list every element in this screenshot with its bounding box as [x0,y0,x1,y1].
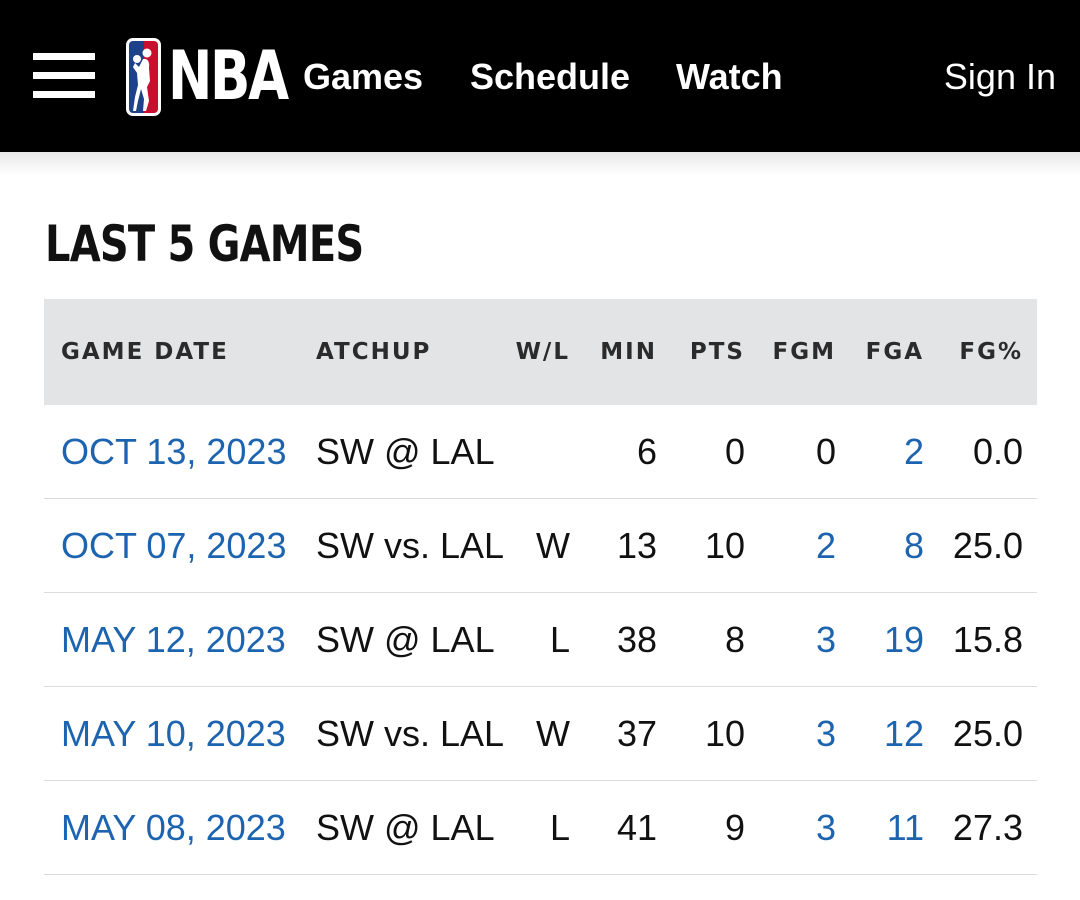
sign-in-link[interactable]: Sign In [943,56,1056,97]
nav-shadow [0,152,1080,176]
fga-link[interactable]: 11 [886,807,924,848]
wl-cell: W [536,525,570,566]
nba-wordmark: NBA [168,37,289,116]
nav-link-watch[interactable]: Watch [676,56,783,97]
fga-link[interactable]: 8 [903,525,924,566]
header-fg-pct[interactable]: FG% [959,339,1023,365]
min-cell: 41 [616,807,657,848]
fgm-link[interactable]: 3 [815,713,836,754]
game-date-link[interactable]: MAY 12, 2023 [61,619,286,660]
section-title: LAST 5 GAMES [45,215,364,273]
min-cell: 13 [616,525,657,566]
table-row: MAY 08, 2023 SW @ LAL L 41 9 3 11 27.3 [44,781,1037,875]
game-date-link[interactable]: MAY 10, 2023 [61,713,286,754]
matchup-cell: SW @ LAL [316,431,495,472]
matchup-cell: SW vs. LAL [316,713,505,754]
wl-cell [514,405,570,499]
fg-pct-cell: 25.0 [952,525,1023,566]
last-games-table: GAME DATE ATCHUP W/L MIN PTS FGM FGA FG%… [44,299,1037,875]
header-game-date[interactable]: GAME DATE [61,339,229,365]
nba-logo[interactable]: NBA [126,38,289,116]
min-cell: 37 [616,713,657,754]
header-fga[interactable]: FGA [865,339,924,365]
table-row: OCT 07, 2023 SW vs. LAL W 13 10 2 8 25.0 [44,499,1037,593]
pts-cell: 8 [724,619,745,660]
fgm-link[interactable]: 3 [815,807,836,848]
header-matchup[interactable]: ATCHUP [316,339,432,365]
min-cell: 6 [636,431,657,472]
header-min[interactable]: MIN [600,339,657,365]
fga-link[interactable]: 2 [903,431,924,472]
pts-cell: 10 [704,525,745,566]
menu-icon[interactable] [33,53,95,99]
wl-cell: L [549,807,570,848]
wl-cell: L [549,619,570,660]
fga-link[interactable]: 12 [883,713,924,754]
nav-link-schedule[interactable]: Schedule [470,56,631,97]
game-date-link[interactable]: OCT 13, 2023 [61,431,287,472]
pts-cell: 10 [704,713,745,754]
header-wl[interactable]: W/L [515,339,570,365]
table-row: MAY 10, 2023 SW vs. LAL W 37 10 3 12 25.… [44,687,1037,781]
fgm-cell: 0 [815,431,836,472]
pts-cell: 9 [724,807,745,848]
header-pts[interactable]: PTS [689,339,745,365]
min-cell: 38 [616,619,657,660]
fga-link[interactable]: 19 [883,619,924,660]
header-fgm[interactable]: FGM [772,339,836,365]
table-row: OCT 13, 2023 SW @ LAL 6 0 0 2 0.0 [44,405,1037,499]
pts-cell: 0 [724,431,745,472]
wl-cell: W [536,713,570,754]
matchup-cell: SW vs. LAL [316,525,505,566]
table-row: MAY 12, 2023 SW @ LAL L 38 8 3 19 15.8 [44,593,1037,687]
fg-pct-cell: 15.8 [952,619,1023,660]
nba-logoman-icon [126,38,161,116]
table-header: GAME DATE ATCHUP W/L MIN PTS FGM FGA FG% [44,299,1037,405]
matchup-cell: SW @ LAL [316,619,495,660]
matchup-cell: SW @ LAL [316,807,495,848]
fgm-link[interactable]: 3 [815,619,836,660]
top-nav: NBA Games Schedule Watch Sign In [0,0,1080,152]
fg-pct-cell: 27.3 [952,807,1023,848]
fgm-link[interactable]: 2 [815,525,836,566]
nav-link-games[interactable]: Games [303,56,424,97]
fg-pct-cell: 0.0 [972,431,1023,472]
fg-pct-cell: 25.0 [952,713,1023,754]
game-date-link[interactable]: OCT 07, 2023 [61,525,287,566]
game-date-link[interactable]: MAY 08, 2023 [61,807,286,848]
